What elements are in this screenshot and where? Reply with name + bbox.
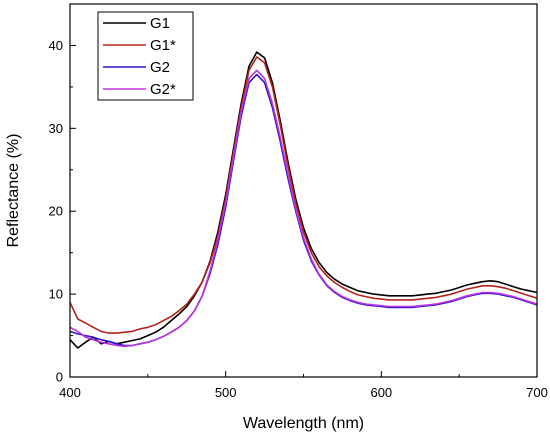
legend-box bbox=[97, 11, 194, 101]
y-tick-label: 10 bbox=[49, 287, 63, 302]
legend-label-1: G1 bbox=[150, 15, 170, 32]
x-tick-label: 700 bbox=[526, 385, 548, 400]
x-tick-label: 400 bbox=[59, 385, 81, 400]
series-line-4 bbox=[69, 69, 538, 348]
legend: G1 G1* G2 G2* bbox=[97, 11, 194, 101]
series-line-3 bbox=[69, 73, 538, 347]
series-line-1 bbox=[69, 51, 538, 349]
legend-label-2: G1* bbox=[150, 37, 176, 54]
x-axis-label: Wavelength (nm) bbox=[243, 415, 364, 432]
y-tick-label: 0 bbox=[56, 370, 63, 385]
x-tick-label: 600 bbox=[370, 385, 392, 400]
y-tick-label: 40 bbox=[49, 38, 63, 53]
legend-label-4: G2* bbox=[150, 81, 176, 98]
x-tick-label: 500 bbox=[215, 385, 237, 400]
series-layer bbox=[69, 51, 538, 349]
series-line-2 bbox=[69, 56, 538, 334]
y-tick-label: 30 bbox=[49, 121, 63, 136]
y-axis-label: Reflectance (%) bbox=[5, 134, 22, 248]
ticks-layer: 400 500 600 700 0 10 20 30 40 bbox=[49, 38, 548, 400]
y-tick-label: 20 bbox=[49, 204, 63, 219]
legend-label-3: G2 bbox=[150, 59, 170, 76]
